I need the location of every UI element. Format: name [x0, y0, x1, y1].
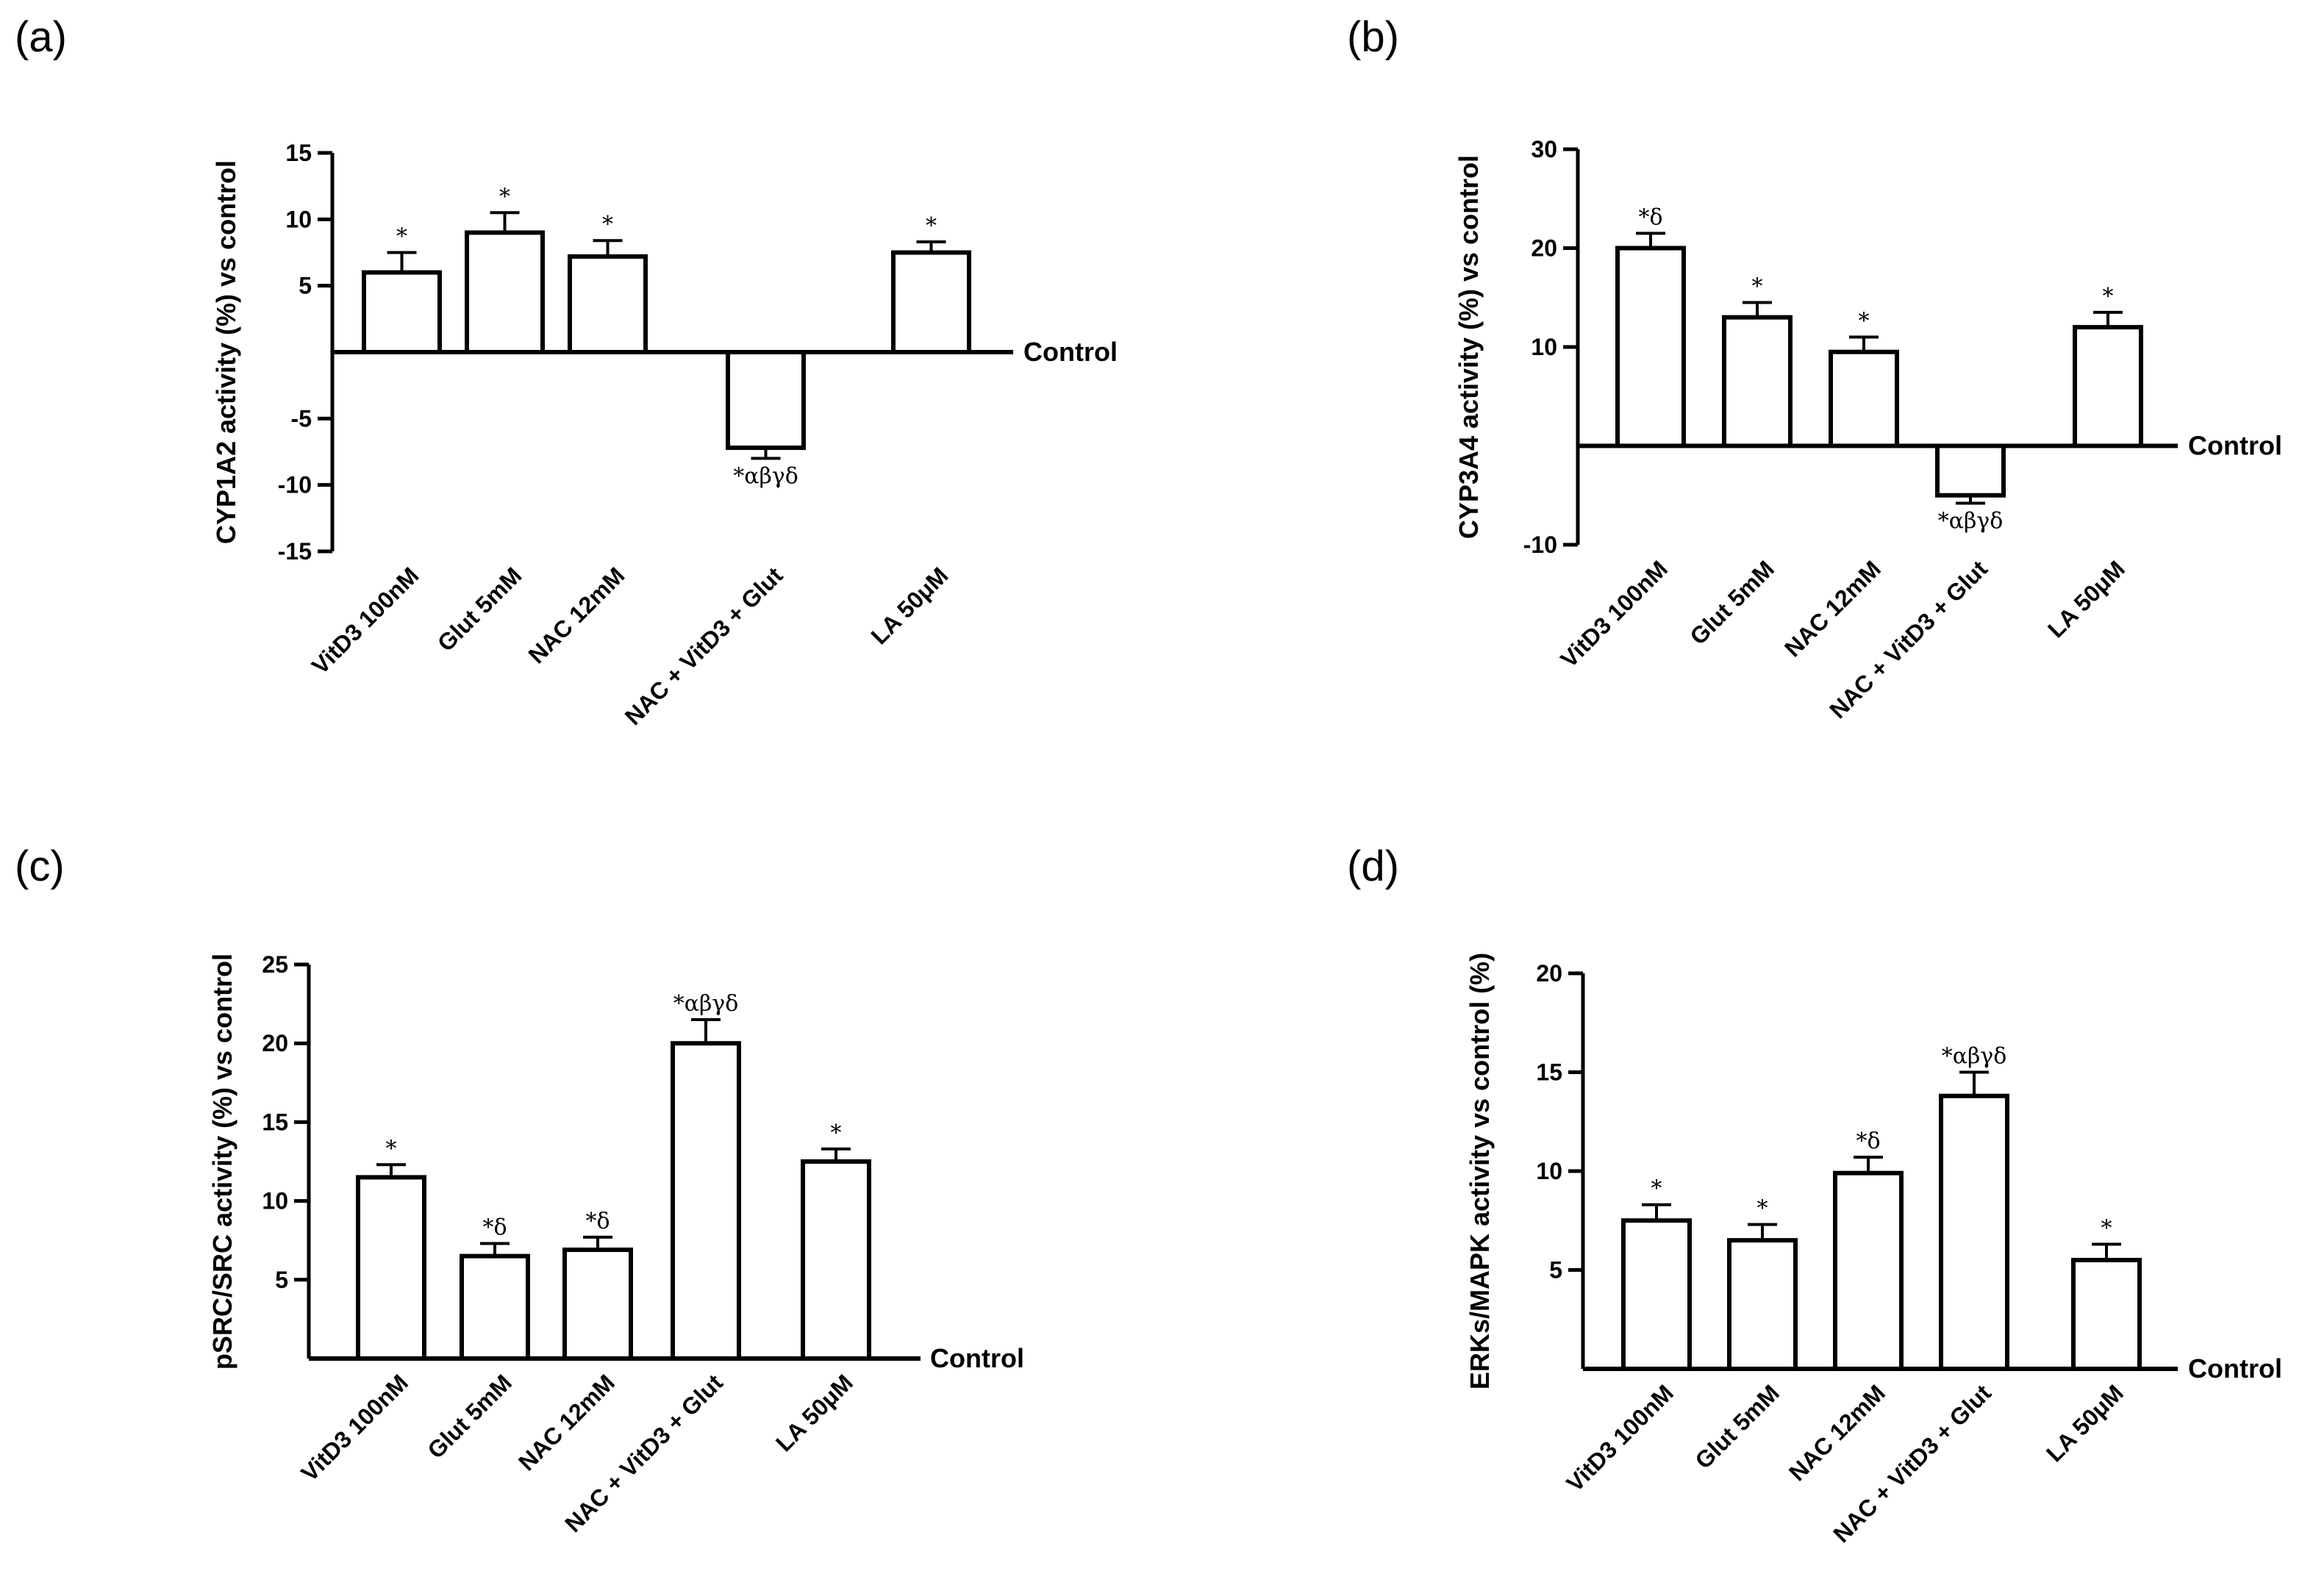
bar: [1939, 1093, 2009, 1372]
chart-panel-a: (a) -15 -10 -5 5 10 15 Control CYP1A2 activity (…: [15, 13, 1118, 730]
y-tick-label: 5: [275, 1267, 288, 1293]
y-tick-label: 10: [1536, 1158, 1562, 1184]
control-label: Control: [930, 1343, 1024, 1373]
chart-panel-c: (c) 5 10 15 20 25 Control pSRC/SRC activity (%)…: [15, 842, 1024, 1537]
y-axis-title: ERKs/MAPK activity vs control (%): [1465, 953, 1495, 1389]
y-tick-label: 5: [299, 273, 312, 299]
significance-label: *: [386, 1136, 397, 1162]
x-tick-label: VitD3 100nM: [296, 1369, 413, 1486]
y-tick-label: 5: [1549, 1257, 1562, 1284]
significance-label: *: [1757, 1196, 1768, 1222]
panel-label: (d): [1347, 842, 1399, 890]
bar: [356, 1175, 426, 1361]
x-tick-label: NAC 12mM: [513, 1369, 620, 1475]
bar: [891, 250, 971, 354]
y-tick-label: -15: [278, 538, 312, 565]
control-label: Control: [2188, 431, 2282, 461]
bar: [2071, 1258, 2142, 1372]
y-tick-label: 10: [285, 206, 312, 232]
significance-label: *: [926, 213, 937, 239]
significance-label: *δ: [585, 1209, 610, 1234]
bar: [1722, 315, 1793, 448]
bar: [1727, 1238, 1798, 1372]
significance-label: *: [1752, 273, 1763, 299]
bar: [726, 350, 806, 451]
y-tick-label: 20: [1536, 960, 1562, 987]
panel-label: (a): [15, 13, 67, 61]
y-tick-label: 20: [1531, 235, 1557, 262]
significance-label: *: [396, 224, 407, 250]
y-tick-label: -10: [278, 472, 312, 498]
x-tick-label: Glut 5mM: [1690, 1379, 1784, 1474]
significance-label: *: [499, 184, 510, 210]
y-axis-title: pSRC/SRC activity (%) vs control: [207, 953, 237, 1370]
chart-panel-b: (b) -10 10 20 30 Control CYP3A4 activity (%) v…: [1347, 13, 2282, 723]
x-tick-label: NAC 12mM: [523, 562, 630, 668]
x-tick-label: VitD3 100nM: [1555, 555, 1673, 673]
panel-label: (c): [15, 842, 65, 890]
bar: [362, 270, 442, 355]
y-tick-label: 10: [1531, 334, 1557, 360]
bar: [1833, 1170, 1904, 1371]
significance-label: *: [831, 1120, 842, 1146]
y-tick-label: 15: [1536, 1059, 1562, 1086]
control-label: Control: [2188, 1353, 2282, 1384]
bar: [2073, 325, 2143, 448]
significance-label: *δ: [1856, 1128, 1880, 1154]
significance-label: *αβγδ: [1942, 1044, 2007, 1070]
x-tick-label: NAC + VitD3 + Glut: [620, 562, 788, 730]
x-tick-label: Glut 5mM: [422, 1369, 517, 1464]
y-tick-label: 15: [262, 1109, 288, 1135]
significance-label: *: [2101, 1216, 2112, 1242]
y-tick-label: 15: [285, 140, 312, 166]
x-tick-label: LA 50μM: [866, 562, 954, 649]
bar: [1829, 349, 1899, 448]
significance-label: *: [1859, 309, 1870, 334]
significance-label: *δ: [1638, 204, 1662, 230]
x-tick-label: NAC 12mM: [1779, 555, 1886, 662]
x-tick-label: VitD3 100nM: [1561, 1379, 1679, 1497]
bar: [465, 230, 545, 354]
bar: [568, 254, 648, 355]
significance-label: *: [602, 212, 613, 237]
x-tick-label: VitD3 100nM: [307, 562, 424, 679]
bar: [801, 1159, 871, 1361]
significance-label: *δ: [482, 1214, 507, 1240]
significance-label: *αβγδ: [1938, 509, 2004, 534]
control-label: Control: [1023, 337, 1118, 367]
chart-panel-d: (d) 5 10 15 20 Control ERKs/MAPK activity vs c…: [1347, 842, 2282, 1547]
bar: [562, 1248, 633, 1361]
bar: [671, 1041, 741, 1361]
x-tick-label: Glut 5mM: [1684, 555, 1779, 650]
y-axis-title: CYP3A4 activity (%) vs control: [1454, 155, 1484, 539]
x-tick-label: LA 50μM: [2041, 1379, 2129, 1467]
significance-label: *: [1651, 1176, 1662, 1202]
x-tick-label: NAC 12mM: [1784, 1379, 1890, 1486]
x-tick-label: Glut 5mM: [432, 562, 527, 656]
significance-label: *αβγδ: [673, 991, 739, 1017]
y-axis-title: CYP1A2 activity (%) vs control: [211, 160, 241, 544]
x-tick-label: LA 50μM: [2042, 555, 2130, 643]
bar: [1621, 1218, 1692, 1371]
y-tick-label: -10: [1523, 532, 1557, 558]
bar: [1935, 443, 2006, 498]
y-tick-label: 20: [262, 1030, 288, 1056]
bar: [460, 1253, 530, 1361]
y-tick-label: 30: [1531, 136, 1557, 162]
y-tick-label: 25: [262, 951, 288, 978]
panel-label: (b): [1347, 13, 1399, 61]
y-tick-label: 10: [262, 1188, 288, 1214]
significance-label: *: [2103, 284, 2114, 309]
bar: [1615, 246, 1686, 448]
x-tick-label: LA 50μM: [771, 1369, 858, 1456]
significance-label: *αβγδ: [733, 464, 798, 490]
y-tick-label: -5: [291, 405, 312, 432]
